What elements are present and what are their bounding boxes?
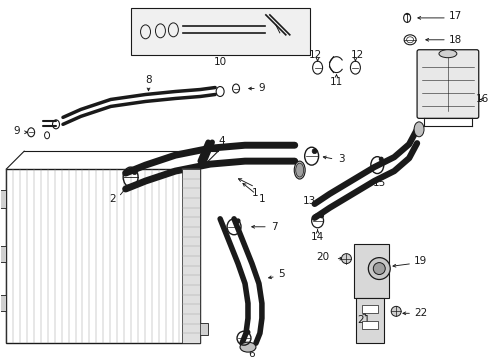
Bar bbox=[362, 321, 378, 329]
Text: 10: 10 bbox=[213, 57, 226, 67]
Text: 9: 9 bbox=[257, 82, 264, 93]
Bar bbox=[362, 305, 378, 313]
Text: 15: 15 bbox=[372, 178, 385, 188]
Text: 12: 12 bbox=[350, 50, 363, 60]
Circle shape bbox=[378, 157, 383, 162]
Ellipse shape bbox=[367, 258, 389, 279]
Text: 6: 6 bbox=[248, 349, 255, 359]
Text: 9: 9 bbox=[13, 126, 20, 136]
Text: 5: 5 bbox=[278, 269, 285, 279]
Bar bbox=[356, 298, 384, 343]
Text: 12: 12 bbox=[308, 50, 322, 60]
Text: 2: 2 bbox=[109, 194, 116, 204]
Ellipse shape bbox=[294, 161, 305, 179]
Text: 22: 22 bbox=[413, 308, 427, 318]
Circle shape bbox=[245, 330, 250, 335]
Ellipse shape bbox=[413, 122, 423, 137]
Circle shape bbox=[235, 218, 240, 223]
Text: 1: 1 bbox=[251, 188, 258, 198]
Ellipse shape bbox=[438, 50, 456, 58]
Text: 20: 20 bbox=[316, 252, 329, 262]
Text: 4: 4 bbox=[218, 136, 225, 146]
Ellipse shape bbox=[240, 342, 255, 352]
Text: 7: 7 bbox=[271, 222, 278, 232]
Circle shape bbox=[311, 149, 316, 154]
FancyBboxPatch shape bbox=[416, 50, 478, 118]
Bar bbox=[0, 190, 6, 208]
Text: 17: 17 bbox=[448, 11, 461, 21]
Bar bbox=[130, 8, 309, 55]
Bar bbox=[182, 169, 200, 343]
Text: 8: 8 bbox=[145, 75, 151, 85]
Circle shape bbox=[319, 213, 324, 218]
Bar bbox=[0, 246, 6, 262]
Text: 19: 19 bbox=[413, 256, 427, 266]
Bar bbox=[6, 169, 200, 343]
Text: 16: 16 bbox=[474, 94, 488, 104]
Text: 14: 14 bbox=[310, 232, 324, 242]
Text: 11: 11 bbox=[329, 77, 343, 86]
Bar bbox=[0, 296, 6, 311]
Text: 21: 21 bbox=[357, 315, 370, 325]
Text: 13: 13 bbox=[303, 196, 316, 206]
Ellipse shape bbox=[295, 163, 303, 177]
Bar bbox=[192, 323, 208, 335]
Ellipse shape bbox=[372, 262, 385, 275]
Circle shape bbox=[390, 306, 400, 316]
Circle shape bbox=[341, 254, 351, 264]
Text: 3: 3 bbox=[338, 154, 344, 164]
Text: 18: 18 bbox=[448, 35, 461, 45]
Text: 1: 1 bbox=[258, 194, 264, 204]
Bar bbox=[354, 244, 388, 298]
Circle shape bbox=[132, 170, 137, 175]
